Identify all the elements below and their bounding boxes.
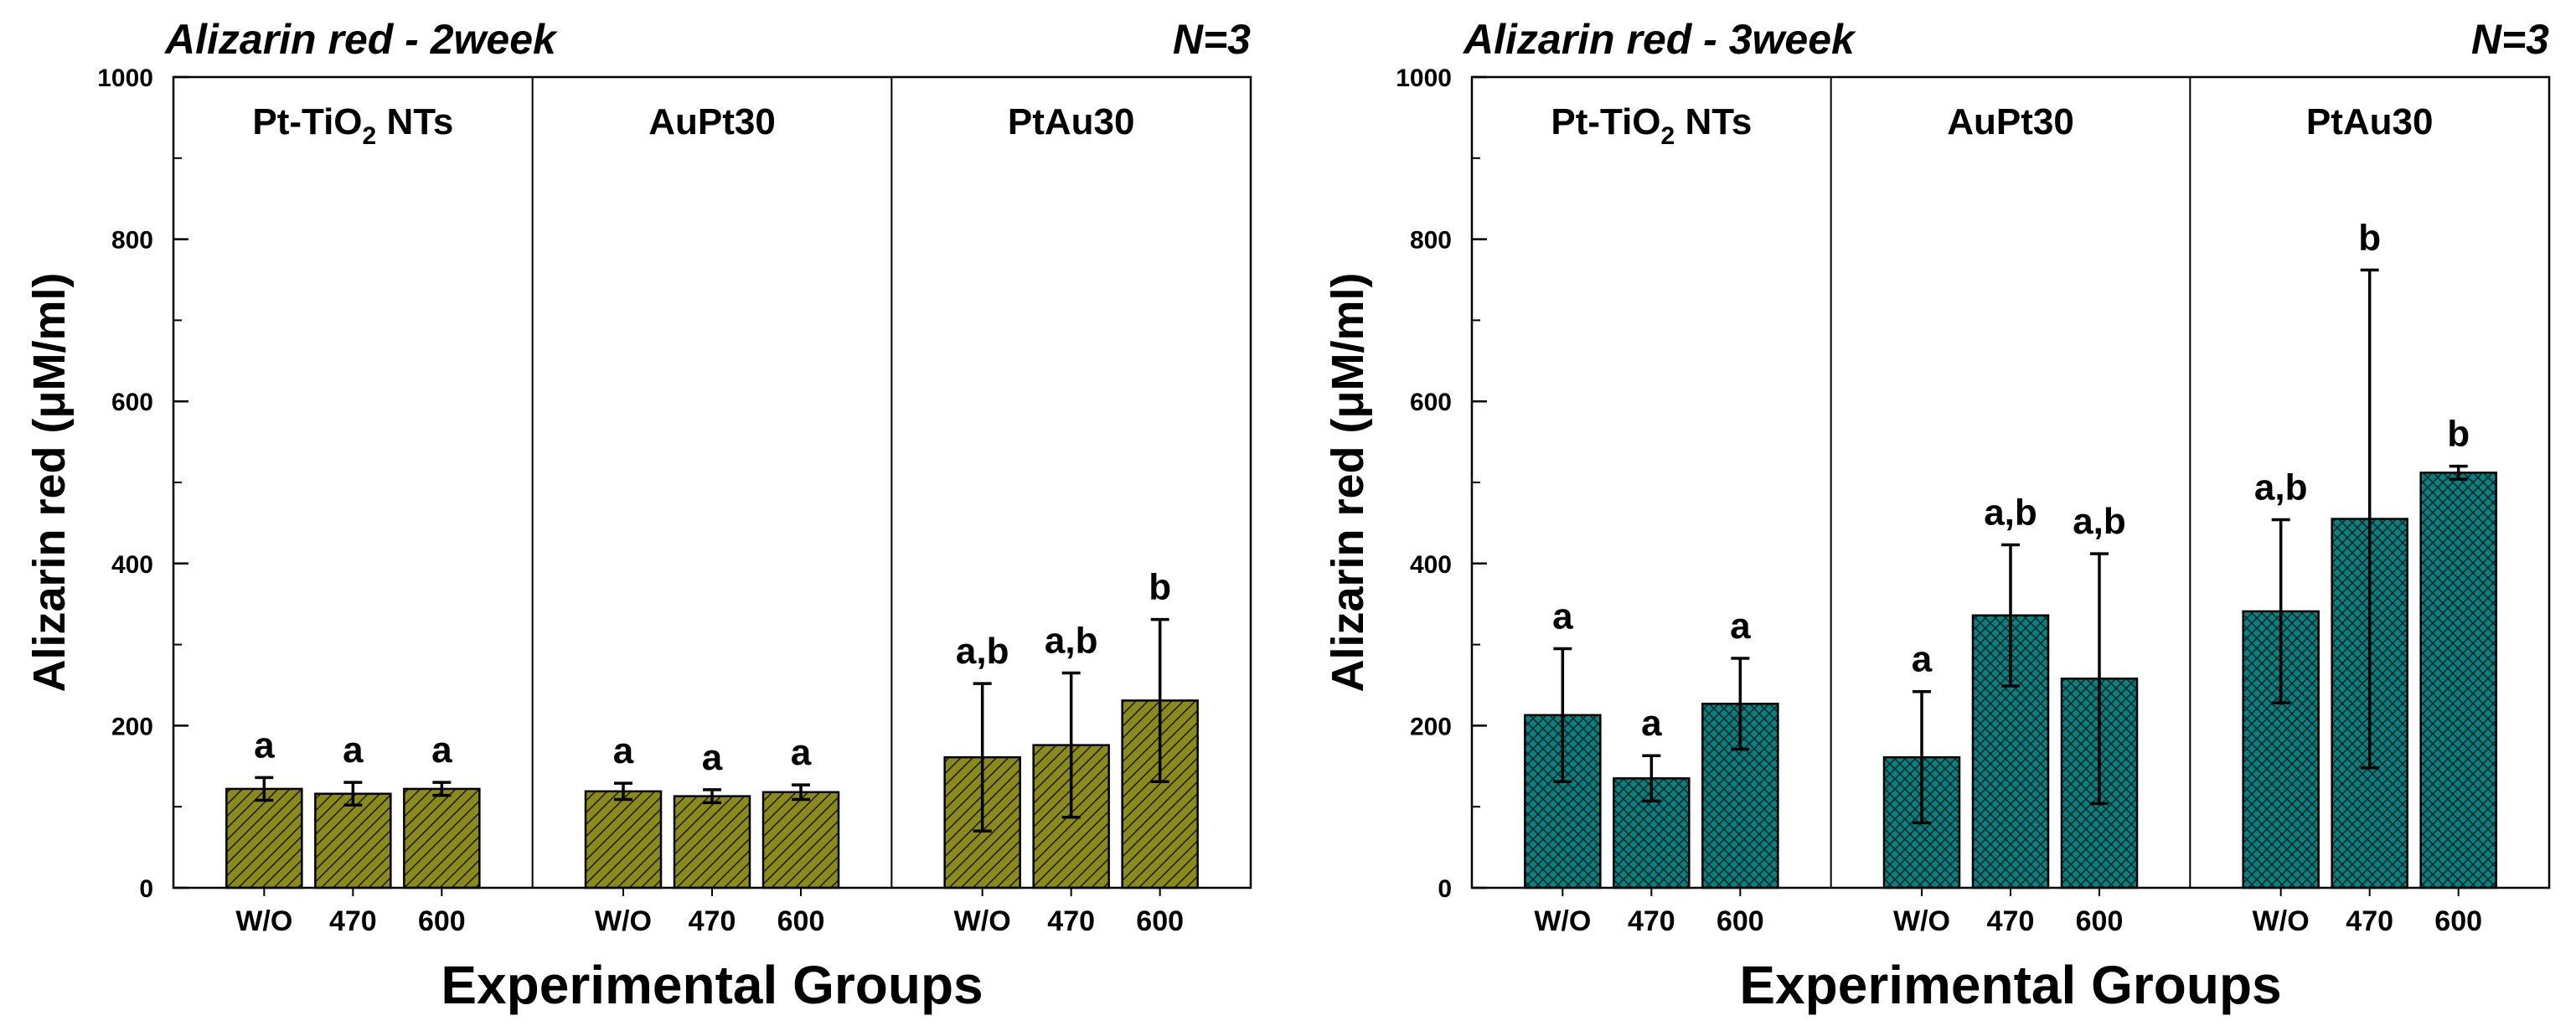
- y-tick-label: 1000: [1396, 64, 1452, 92]
- chart-title: Alizarin red - 3week: [1462, 16, 1856, 63]
- significance-label: a: [613, 730, 634, 771]
- group-title: AuPt30: [648, 101, 776, 142]
- significance-label: b: [2358, 217, 2381, 258]
- group-title: PtAu30: [1008, 101, 1135, 142]
- x-tick-label: W/O: [2253, 905, 2310, 937]
- y-tick-label: 200: [111, 713, 153, 740]
- x-tick-label: W/O: [595, 905, 652, 937]
- significance-label: a,b: [2254, 467, 2308, 508]
- sample-size-label: N=3: [2471, 16, 2549, 63]
- bar: [584, 790, 663, 889]
- significance-label: a,b: [1984, 492, 2037, 534]
- x-tick-label: 600: [1716, 905, 1764, 937]
- group-title: Pt-TiO2 NTs: [252, 101, 453, 150]
- y-tick-label: 200: [1410, 713, 1452, 740]
- significance-label: a: [1912, 639, 1933, 680]
- bar: [673, 795, 751, 889]
- bar: [314, 792, 392, 889]
- y-tick-label: 1000: [97, 64, 153, 92]
- x-tick-label: 470: [1047, 905, 1095, 937]
- x-tick-label: W/O: [954, 905, 1011, 937]
- sample-size-label: N=3: [1173, 16, 1251, 63]
- bar: [761, 791, 840, 889]
- significance-label: a: [791, 732, 812, 773]
- x-tick-label: 600: [418, 905, 466, 937]
- plot-frame: [172, 75, 1252, 889]
- y-tick-label: 0: [139, 875, 153, 903]
- x-tick-label: W/O: [1893, 905, 1950, 937]
- bar: [2419, 472, 2497, 889]
- plot-frame: [1470, 75, 2551, 889]
- significance-label: a,b: [956, 631, 1009, 672]
- significance-label: a: [1552, 595, 1573, 637]
- x-tick-label: 470: [689, 905, 736, 937]
- x-tick-label: 470: [1628, 905, 1675, 937]
- significance-label: a: [254, 724, 275, 766]
- significance-label: a: [431, 730, 452, 771]
- y-tick-label: 600: [111, 389, 153, 416]
- significance-label: b: [2447, 414, 2470, 455]
- x-tick-label: W/O: [1534, 905, 1591, 937]
- significance-label: b: [1149, 567, 1171, 608]
- x-tick-label: 600: [2434, 905, 2482, 937]
- bar: [403, 787, 481, 889]
- x-tick-label: W/O: [235, 905, 292, 937]
- y-tick-label: 400: [111, 551, 153, 579]
- y-tick-label: 400: [1410, 551, 1452, 579]
- x-axis-label: Experimental Groups: [441, 955, 983, 1015]
- x-axis-label: Experimental Groups: [1739, 955, 2281, 1015]
- group-title: Pt-TiO2 NTs: [1551, 101, 1752, 150]
- significance-label: a: [702, 737, 723, 778]
- significance-label: a,b: [1045, 620, 1098, 661]
- bar: [225, 787, 303, 889]
- chart-title: Alizarin red - 2week: [163, 16, 558, 63]
- significance-label: a: [1730, 606, 1751, 647]
- x-tick-label: 600: [2076, 905, 2124, 937]
- group-title: AuPt30: [1947, 101, 2074, 142]
- chart-panel-1: Alizarin red - 2week N=3 0 200 400 600 800 1000…: [24, 16, 1252, 1015]
- y-tick-label: 0: [1438, 875, 1452, 903]
- y-tick-label: 800: [1410, 227, 1452, 255]
- x-tick-label: 600: [777, 905, 825, 937]
- chart-panel-2: Alizarin red - 3week N=3 0 200 400 600 800 1000…: [1323, 16, 2551, 1015]
- y-tick-label: 800: [111, 227, 153, 255]
- significance-label: a,b: [2073, 501, 2126, 542]
- x-tick-label: 600: [1136, 905, 1184, 937]
- x-tick-label: 470: [1987, 905, 2035, 937]
- y-tick-label: 600: [1410, 389, 1452, 416]
- x-tick-label: 470: [2346, 905, 2393, 937]
- group-title: PtAu30: [2306, 101, 2434, 142]
- significance-label: a: [1641, 703, 1662, 744]
- y-axis-label: Alizarin red (μM/ml): [1323, 272, 1373, 692]
- y-axis-label: Alizarin red (μM/ml): [24, 272, 75, 692]
- x-tick-label: 470: [329, 905, 377, 937]
- significance-label: a: [343, 730, 364, 771]
